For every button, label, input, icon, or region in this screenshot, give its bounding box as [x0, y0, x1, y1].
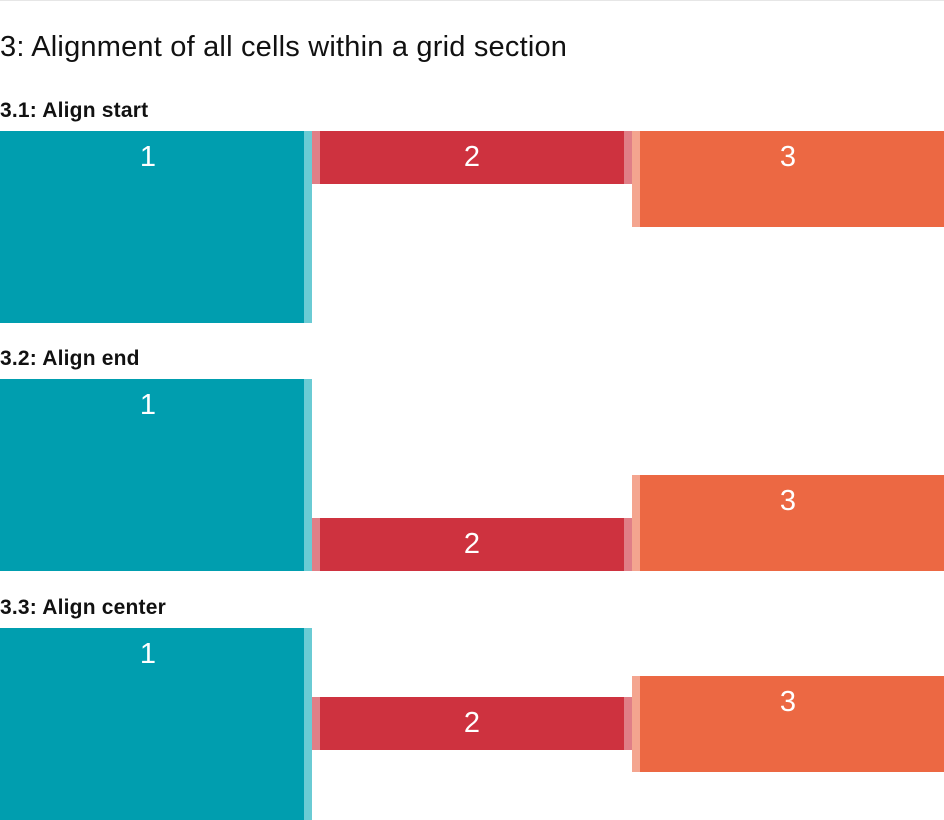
section-title-align-center: 3.3: Align center: [0, 596, 166, 619]
cell-number: 2: [463, 528, 481, 560]
section-title-align-start: 3.1: Align start: [0, 99, 149, 122]
cell-number: 3: [779, 485, 797, 517]
grid-cell-1: 1: [0, 628, 312, 820]
grid-cell-3: 3: [632, 131, 944, 227]
grid-cell-1: 1: [0, 379, 312, 571]
cell-number: 2: [463, 707, 481, 739]
cell-number: 2: [463, 141, 481, 173]
grid-cell-3: 3: [632, 676, 944, 772]
cell-number: 3: [779, 141, 797, 173]
grid-cell-3: 3: [632, 475, 944, 571]
cell-number: 1: [139, 638, 157, 670]
grid-align-center: 1 2 3: [0, 628, 944, 820]
grid-cell-2: 2: [312, 518, 632, 571]
cell-number: 3: [779, 686, 797, 718]
page-title: 3: Alignment of all cells within a grid …: [0, 31, 568, 63]
top-divider: [0, 0, 944, 1]
grid-cell-2: 2: [312, 131, 632, 184]
grid-align-start: 1 2 3: [0, 131, 944, 323]
cell-number: 1: [139, 141, 157, 173]
section-title-align-end: 3.2: Align end: [0, 347, 140, 370]
grid-align-end: 1 2 3: [0, 379, 944, 571]
grid-cell-1: 1: [0, 131, 312, 323]
cell-number: 1: [139, 389, 157, 421]
grid-cell-2: 2: [312, 697, 632, 750]
